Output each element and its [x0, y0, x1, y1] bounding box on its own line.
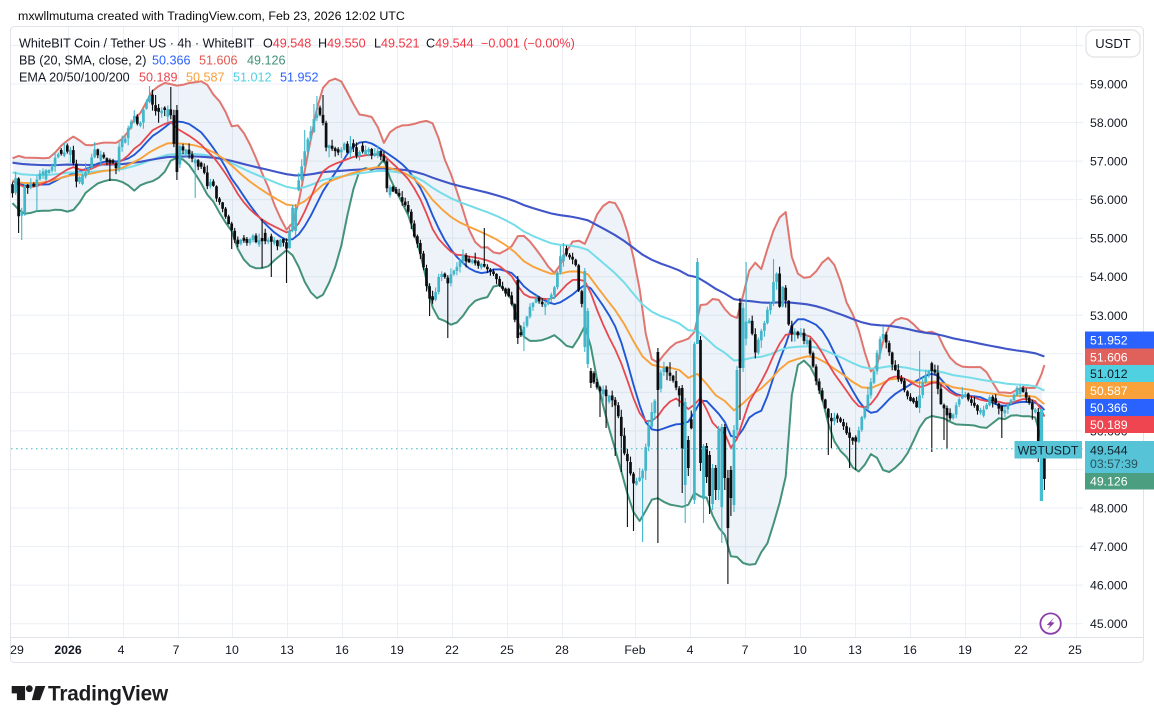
svg-text:51.606: 51.606 — [1090, 351, 1128, 365]
svg-text:25: 25 — [1068, 643, 1082, 657]
svg-text:19: 19 — [958, 643, 972, 657]
svg-text:50.366: 50.366 — [152, 54, 191, 68]
svg-text:22: 22 — [445, 643, 459, 657]
svg-text:TradingView: TradingView — [48, 683, 169, 706]
svg-text:46.000: 46.000 — [1090, 579, 1128, 593]
svg-text:L49.521: L49.521 — [374, 37, 420, 51]
svg-text:45.000: 45.000 — [1090, 617, 1128, 631]
svg-text:4: 4 — [118, 643, 125, 657]
svg-text:49.544: 49.544 — [1090, 444, 1128, 458]
svg-text:7: 7 — [742, 643, 749, 657]
svg-text:51.952: 51.952 — [1090, 334, 1128, 348]
svg-text:47.000: 47.000 — [1090, 540, 1128, 554]
svg-text:51.012: 51.012 — [1090, 367, 1128, 381]
svg-text:29: 29 — [10, 643, 24, 657]
svg-text:22: 22 — [1014, 643, 1028, 657]
svg-text:59.000: 59.000 — [1090, 78, 1128, 92]
svg-text:2026: 2026 — [54, 643, 82, 657]
svg-text:10: 10 — [225, 643, 239, 657]
svg-text:25: 25 — [500, 643, 514, 657]
svg-text:H49.550: H49.550 — [318, 37, 366, 51]
svg-text:10: 10 — [793, 643, 807, 657]
svg-text:51.606: 51.606 — [199, 54, 238, 68]
svg-text:mxwllmutuma created with Tradi: mxwllmutuma created with TradingView.com… — [18, 9, 405, 23]
svg-text:O49.548: O49.548 — [263, 37, 311, 51]
svg-text:C49.544: C49.544 — [426, 37, 474, 51]
svg-text:51.952: 51.952 — [280, 71, 319, 85]
svg-text:−0.001 (−0.00%): −0.001 (−0.00%) — [481, 37, 575, 51]
svg-text:28: 28 — [555, 643, 569, 657]
svg-text:13: 13 — [848, 643, 862, 657]
svg-text:55.000: 55.000 — [1090, 232, 1128, 246]
svg-text:EMA 20/50/100/200: EMA 20/50/100/200 — [19, 71, 130, 85]
svg-text:50.587: 50.587 — [186, 71, 225, 85]
svg-text:13: 13 — [280, 643, 294, 657]
svg-text:16: 16 — [335, 643, 349, 657]
svg-text:51.012: 51.012 — [233, 71, 272, 85]
svg-text:USDT: USDT — [1095, 36, 1130, 51]
svg-text:58.000: 58.000 — [1090, 116, 1128, 130]
svg-text:50.366: 50.366 — [1090, 401, 1128, 415]
svg-text:WBTUSDT: WBTUSDT — [1018, 444, 1079, 458]
svg-text:57.000: 57.000 — [1090, 155, 1128, 169]
svg-text:16: 16 — [903, 643, 917, 657]
svg-text:03:57:39: 03:57:39 — [1090, 457, 1138, 471]
svg-text:56.000: 56.000 — [1090, 193, 1128, 207]
svg-text:50.189: 50.189 — [1090, 418, 1128, 432]
svg-text:19: 19 — [390, 643, 404, 657]
svg-text:49.126: 49.126 — [1090, 475, 1128, 489]
svg-text:48.000: 48.000 — [1090, 502, 1128, 516]
svg-text:WhiteBIT Coin / Tether US · 4h: WhiteBIT Coin / Tether US · 4h · WhiteBI… — [19, 37, 255, 51]
svg-text:Feb: Feb — [624, 643, 645, 657]
svg-text:BB (20, SMA, close, 2): BB (20, SMA, close, 2) — [19, 54, 146, 68]
svg-text:53.000: 53.000 — [1090, 309, 1128, 323]
svg-text:54.000: 54.000 — [1090, 270, 1128, 284]
svg-text:49.126: 49.126 — [247, 54, 286, 68]
svg-text:7: 7 — [173, 643, 180, 657]
svg-text:50.587: 50.587 — [1090, 384, 1128, 398]
svg-text:50.189: 50.189 — [139, 71, 178, 85]
svg-text:4: 4 — [687, 643, 694, 657]
